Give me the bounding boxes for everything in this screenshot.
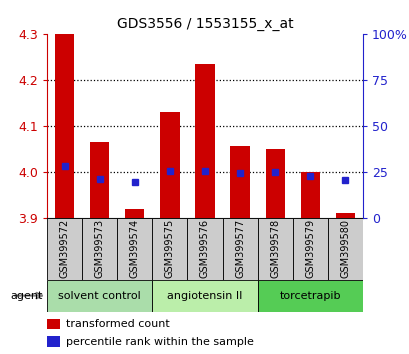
Bar [257, 218, 292, 280]
Bar [55, 34, 74, 218]
Text: torcetrapib: torcetrapib [279, 291, 340, 301]
Bar [47, 319, 60, 329]
Bar [187, 218, 222, 280]
Text: GSM399578: GSM399578 [270, 219, 279, 278]
Bar [195, 63, 214, 218]
Text: GSM399573: GSM399573 [94, 219, 105, 278]
Text: solvent control: solvent control [58, 291, 141, 301]
Text: GSM399576: GSM399576 [200, 219, 209, 278]
Text: GSM399575: GSM399575 [164, 219, 175, 278]
Bar [160, 112, 179, 218]
Bar [82, 218, 117, 280]
Text: GSM399572: GSM399572 [60, 219, 70, 278]
Text: agent: agent [10, 291, 43, 301]
Text: percentile rank within the sample: percentile rank within the sample [66, 337, 253, 347]
Bar [125, 209, 144, 218]
Bar [230, 147, 249, 218]
Bar [300, 172, 319, 218]
Text: transformed count: transformed count [66, 319, 169, 329]
Bar [117, 218, 152, 280]
Bar [265, 149, 284, 218]
Title: GDS3556 / 1553155_x_at: GDS3556 / 1553155_x_at [117, 17, 292, 31]
Bar [152, 218, 187, 280]
Text: GSM399579: GSM399579 [304, 219, 315, 278]
Bar [292, 218, 327, 280]
Bar [327, 218, 362, 280]
Bar [47, 280, 152, 312]
Bar [335, 213, 354, 218]
Bar [152, 280, 257, 312]
Bar [222, 218, 257, 280]
Text: GSM399574: GSM399574 [130, 219, 139, 278]
Bar [47, 218, 82, 280]
Bar [90, 142, 109, 218]
Bar [257, 280, 362, 312]
Bar [47, 336, 60, 347]
Text: GSM399580: GSM399580 [339, 219, 349, 278]
Text: GSM399577: GSM399577 [234, 219, 245, 278]
Text: angiotensin II: angiotensin II [167, 291, 242, 301]
